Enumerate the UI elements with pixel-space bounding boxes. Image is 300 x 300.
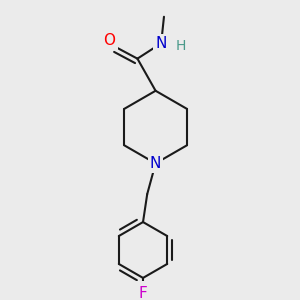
Text: F: F: [139, 286, 147, 300]
Text: H: H: [176, 39, 186, 53]
Text: O: O: [103, 33, 116, 48]
Text: N: N: [150, 156, 161, 171]
Text: N: N: [155, 36, 167, 51]
